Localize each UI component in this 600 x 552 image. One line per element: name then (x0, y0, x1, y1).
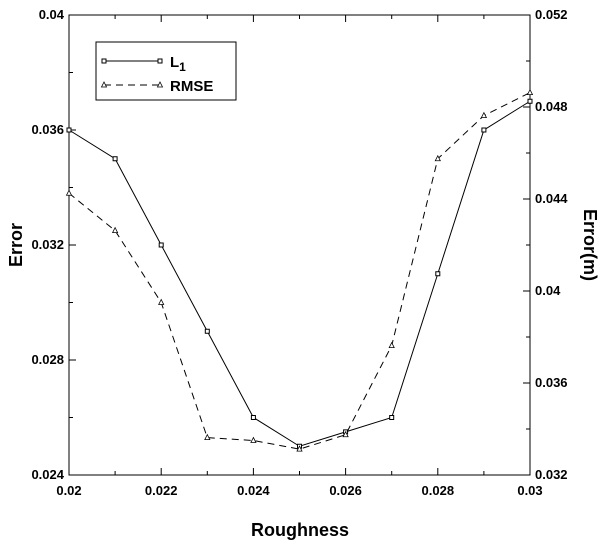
series-rmse-point (111, 226, 119, 234)
x-tick-label: 0.03 (517, 483, 542, 498)
series-rmse-point (388, 341, 395, 349)
y-right-tick-label: 0.036 (535, 375, 568, 390)
y-left-tick-label: 0.036 (31, 122, 64, 137)
series-l1-point (204, 328, 210, 334)
series-l1-point (250, 415, 256, 420)
x-axis-title: Roughness (251, 520, 349, 540)
legend-l1-marker-right (157, 58, 163, 64)
legend: L1 RMSE (95, 41, 237, 101)
series-rmse-point (65, 189, 73, 196)
y-axis-left: 0.024 0.028 0.032 0.036 0.04 (31, 7, 76, 482)
x-tick-label: 0.028 (422, 483, 455, 498)
x-tick-label: 0.02 (56, 483, 81, 498)
legend-rmse-marker-right (156, 81, 164, 88)
series-l1-point (112, 156, 118, 162)
legend-rmse-label: RMSE (170, 78, 213, 95)
series-rmse-point (342, 430, 349, 438)
series-rmse-point (296, 445, 303, 452)
y-axis-left-title: Error (6, 223, 26, 267)
series-l1-line (68, 100, 531, 447)
x-axis: 0.02 0.022 0.024 0.026 0.028 0.03 (56, 15, 543, 498)
y-right-tick-label: 0.04 (535, 283, 561, 298)
legend-rmse-marker-left (100, 81, 108, 88)
legend-box (95, 41, 237, 101)
legend-l1-marker-left (101, 58, 107, 64)
x-tick-label: 0.024 (237, 483, 270, 498)
series-layer (65, 88, 534, 452)
series-rmse-point (204, 433, 211, 441)
legend-l1-label: L1 (170, 54, 186, 74)
x-tick-label: 0.022 (145, 483, 178, 498)
series-rmse-point (480, 111, 488, 119)
y-left-tick-label: 0.032 (31, 237, 64, 252)
y-axis-right: 0.032 0.036 0.04 0.044 0.048 0.052 (523, 7, 568, 482)
series-l1-point (527, 98, 533, 104)
y-right-tick-label: 0.052 (535, 7, 568, 22)
series-rmse-point (526, 88, 534, 96)
series-rmse-point (158, 298, 165, 305)
y-axis-right-title: Error(m) (580, 209, 600, 281)
series-l1-point (481, 127, 487, 133)
y-right-tick-label: 0.048 (535, 99, 568, 114)
y-left-tick-label: 0.024 (31, 467, 64, 482)
series-l1-point (389, 415, 395, 420)
x-tick-label: 0.026 (329, 483, 362, 498)
series-rmse-line (68, 92, 531, 450)
series-l1-point (158, 242, 164, 248)
y-left-tick-label: 0.04 (39, 7, 65, 22)
series-l1-point (66, 127, 72, 133)
series-rmse-point (434, 154, 441, 162)
y-right-tick-label: 0.032 (535, 467, 568, 482)
y-left-tick-label: 0.028 (31, 352, 64, 367)
series-l1-point (435, 271, 441, 277)
series-rmse-point (250, 436, 257, 443)
y-right-tick-label: 0.044 (535, 191, 568, 206)
